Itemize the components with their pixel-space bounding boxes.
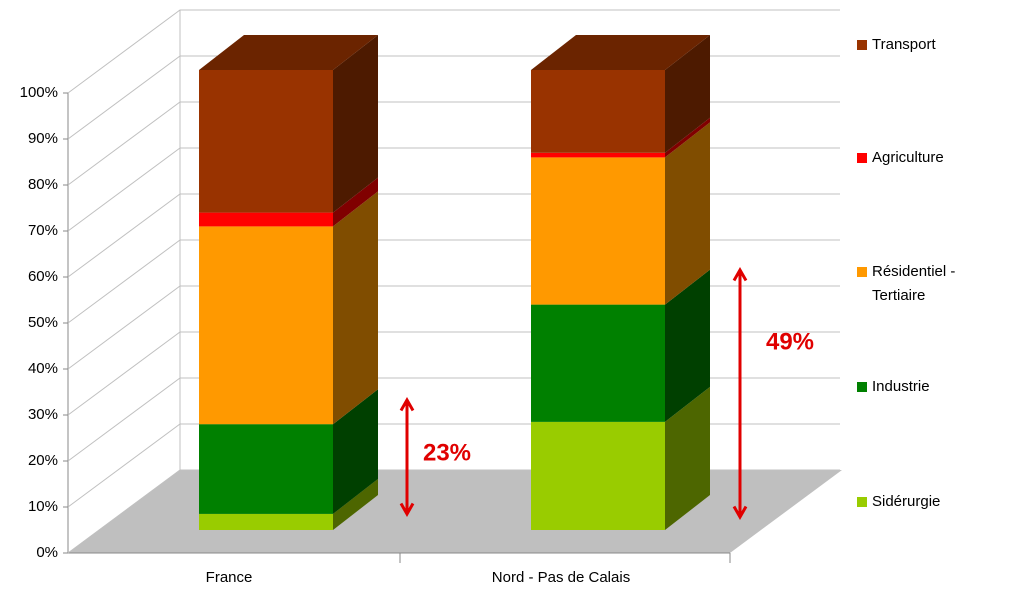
legend-swatch [857, 267, 867, 277]
bar-top [199, 35, 378, 70]
x-tick-label: France [206, 569, 253, 586]
y-tick-label: 10% [28, 498, 58, 515]
bars [199, 35, 710, 530]
grid-line [67, 331, 840, 416]
bar [199, 424, 333, 514]
y-tick-label: 90% [28, 130, 58, 147]
bar [199, 70, 333, 213]
bar-side [333, 478, 378, 530]
y-tick-label: 70% [28, 222, 58, 239]
y-tick-label: 100% [20, 84, 58, 101]
legend-label: Agriculture [872, 149, 944, 166]
floor [68, 470, 842, 553]
legend-label: Résidentiel - Tertiaire [872, 263, 956, 304]
legend-swatch [857, 40, 867, 50]
x-tick-label: Nord - Pas de Calais [492, 569, 630, 586]
legend-swatch [857, 153, 867, 163]
bar-side [665, 386, 710, 530]
bar-side [333, 389, 378, 514]
bar-side [665, 269, 710, 422]
legend-swatch [857, 497, 867, 507]
grid-line [67, 285, 840, 370]
bar [531, 152, 665, 158]
legend-label: Transport [872, 36, 936, 53]
bar-side [665, 117, 710, 158]
bar [199, 212, 333, 227]
bar-side [333, 191, 378, 425]
y-tick-label: 80% [28, 176, 58, 193]
grid-line [67, 9, 840, 94]
bar [531, 157, 665, 305]
y-tick-label: 60% [28, 268, 58, 285]
legend-label: Industrie [872, 378, 930, 395]
annotation: 49% [766, 328, 814, 355]
bar-top [531, 35, 710, 70]
bar-side [665, 122, 710, 305]
bar [531, 70, 665, 153]
y-tick-label: 20% [28, 452, 58, 469]
y-tick-label: 0% [36, 544, 58, 561]
grid-line [67, 101, 840, 186]
bar-side [333, 35, 378, 213]
bar [531, 421, 665, 530]
y-tick-label: 30% [28, 406, 58, 423]
legend-label: Sidérurgie [872, 493, 941, 510]
annotation: 23% [423, 439, 471, 466]
bar-side [665, 35, 710, 153]
bar [199, 226, 333, 425]
grid-line [67, 147, 840, 232]
bar [199, 513, 333, 530]
bar-side [333, 177, 378, 227]
y-tick-label: 40% [28, 360, 58, 377]
y-tick-label: 50% [28, 314, 58, 331]
grid-line [67, 55, 840, 140]
grid-line [67, 239, 840, 324]
legend-swatch [857, 382, 867, 392]
bar [531, 304, 665, 422]
grid-line [67, 193, 840, 278]
